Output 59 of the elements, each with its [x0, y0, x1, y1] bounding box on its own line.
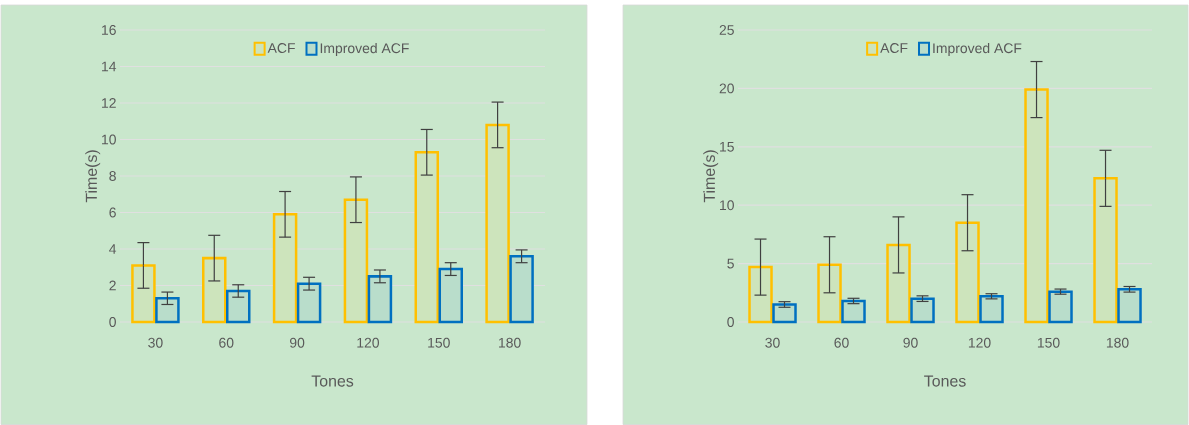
bar [1024, 88, 1049, 324]
bar [343, 198, 369, 324]
bar [272, 213, 298, 324]
x-tick-label: 120 [968, 337, 991, 348]
x-tick-label: 90 [903, 337, 918, 348]
bar [438, 267, 464, 324]
y-tick-label: 16 [102, 25, 116, 35]
x-tick-label: 30 [148, 337, 163, 348]
y-tick-label: 20 [719, 83, 734, 94]
x-tick-label: 30 [765, 337, 780, 348]
bar [910, 297, 935, 324]
bar [131, 264, 156, 324]
bar [226, 289, 251, 324]
x-tick-label: 180 [499, 337, 521, 348]
x-tick-label: 60 [219, 337, 234, 348]
x-tick-label: 120 [357, 337, 380, 348]
bar [202, 256, 227, 324]
bar [886, 243, 911, 324]
bar [748, 265, 773, 324]
y-tick-label: 12 [102, 98, 116, 108]
legend-label: ACF [267, 43, 295, 53]
x-tick-label: 180 [1106, 337, 1129, 348]
y-tick-label: 0 [109, 317, 116, 327]
x-axis-title: Tones [924, 375, 966, 387]
x-tick-label: 90 [289, 337, 305, 348]
y-axis-title: Time(s) [85, 150, 101, 203]
bar [1093, 177, 1118, 324]
bar [485, 123, 510, 324]
y-tick-label: 6 [109, 207, 116, 218]
y-tick-label: 5 [727, 258, 734, 269]
y-tick-label: 25 [719, 25, 734, 35]
bar [155, 297, 180, 324]
bar [772, 303, 797, 324]
bar [841, 299, 866, 324]
y-tick-label: 4 [109, 244, 117, 254]
y-axis-title: Time(s) [703, 150, 719, 203]
y-tick-label: 10 [102, 134, 116, 145]
legend-label: Improved ACF [320, 42, 409, 56]
bar [414, 151, 440, 324]
bar [296, 282, 322, 324]
bar [817, 263, 842, 324]
bar [955, 221, 980, 324]
bar [979, 295, 1004, 324]
y-tick-label: 2 [109, 280, 116, 291]
y-tick-label: 10 [720, 200, 734, 211]
legend-label: ACF [880, 43, 908, 53]
y-tick-label: 8 [109, 171, 116, 181]
legend-label: Improved ACF [933, 42, 1022, 56]
x-axis-title: Tones [311, 375, 354, 387]
y-tick-label: 15 [720, 141, 734, 152]
bar [1048, 290, 1073, 324]
bar [1117, 288, 1142, 324]
x-tick-label: 60 [834, 337, 849, 348]
y-tick-label: 0 [727, 317, 734, 327]
bar [509, 255, 534, 324]
y-tick-label: 14 [102, 61, 117, 72]
bar [367, 275, 393, 324]
x-tick-label: 150 [1037, 337, 1060, 348]
x-tick-label: 150 [428, 337, 450, 348]
